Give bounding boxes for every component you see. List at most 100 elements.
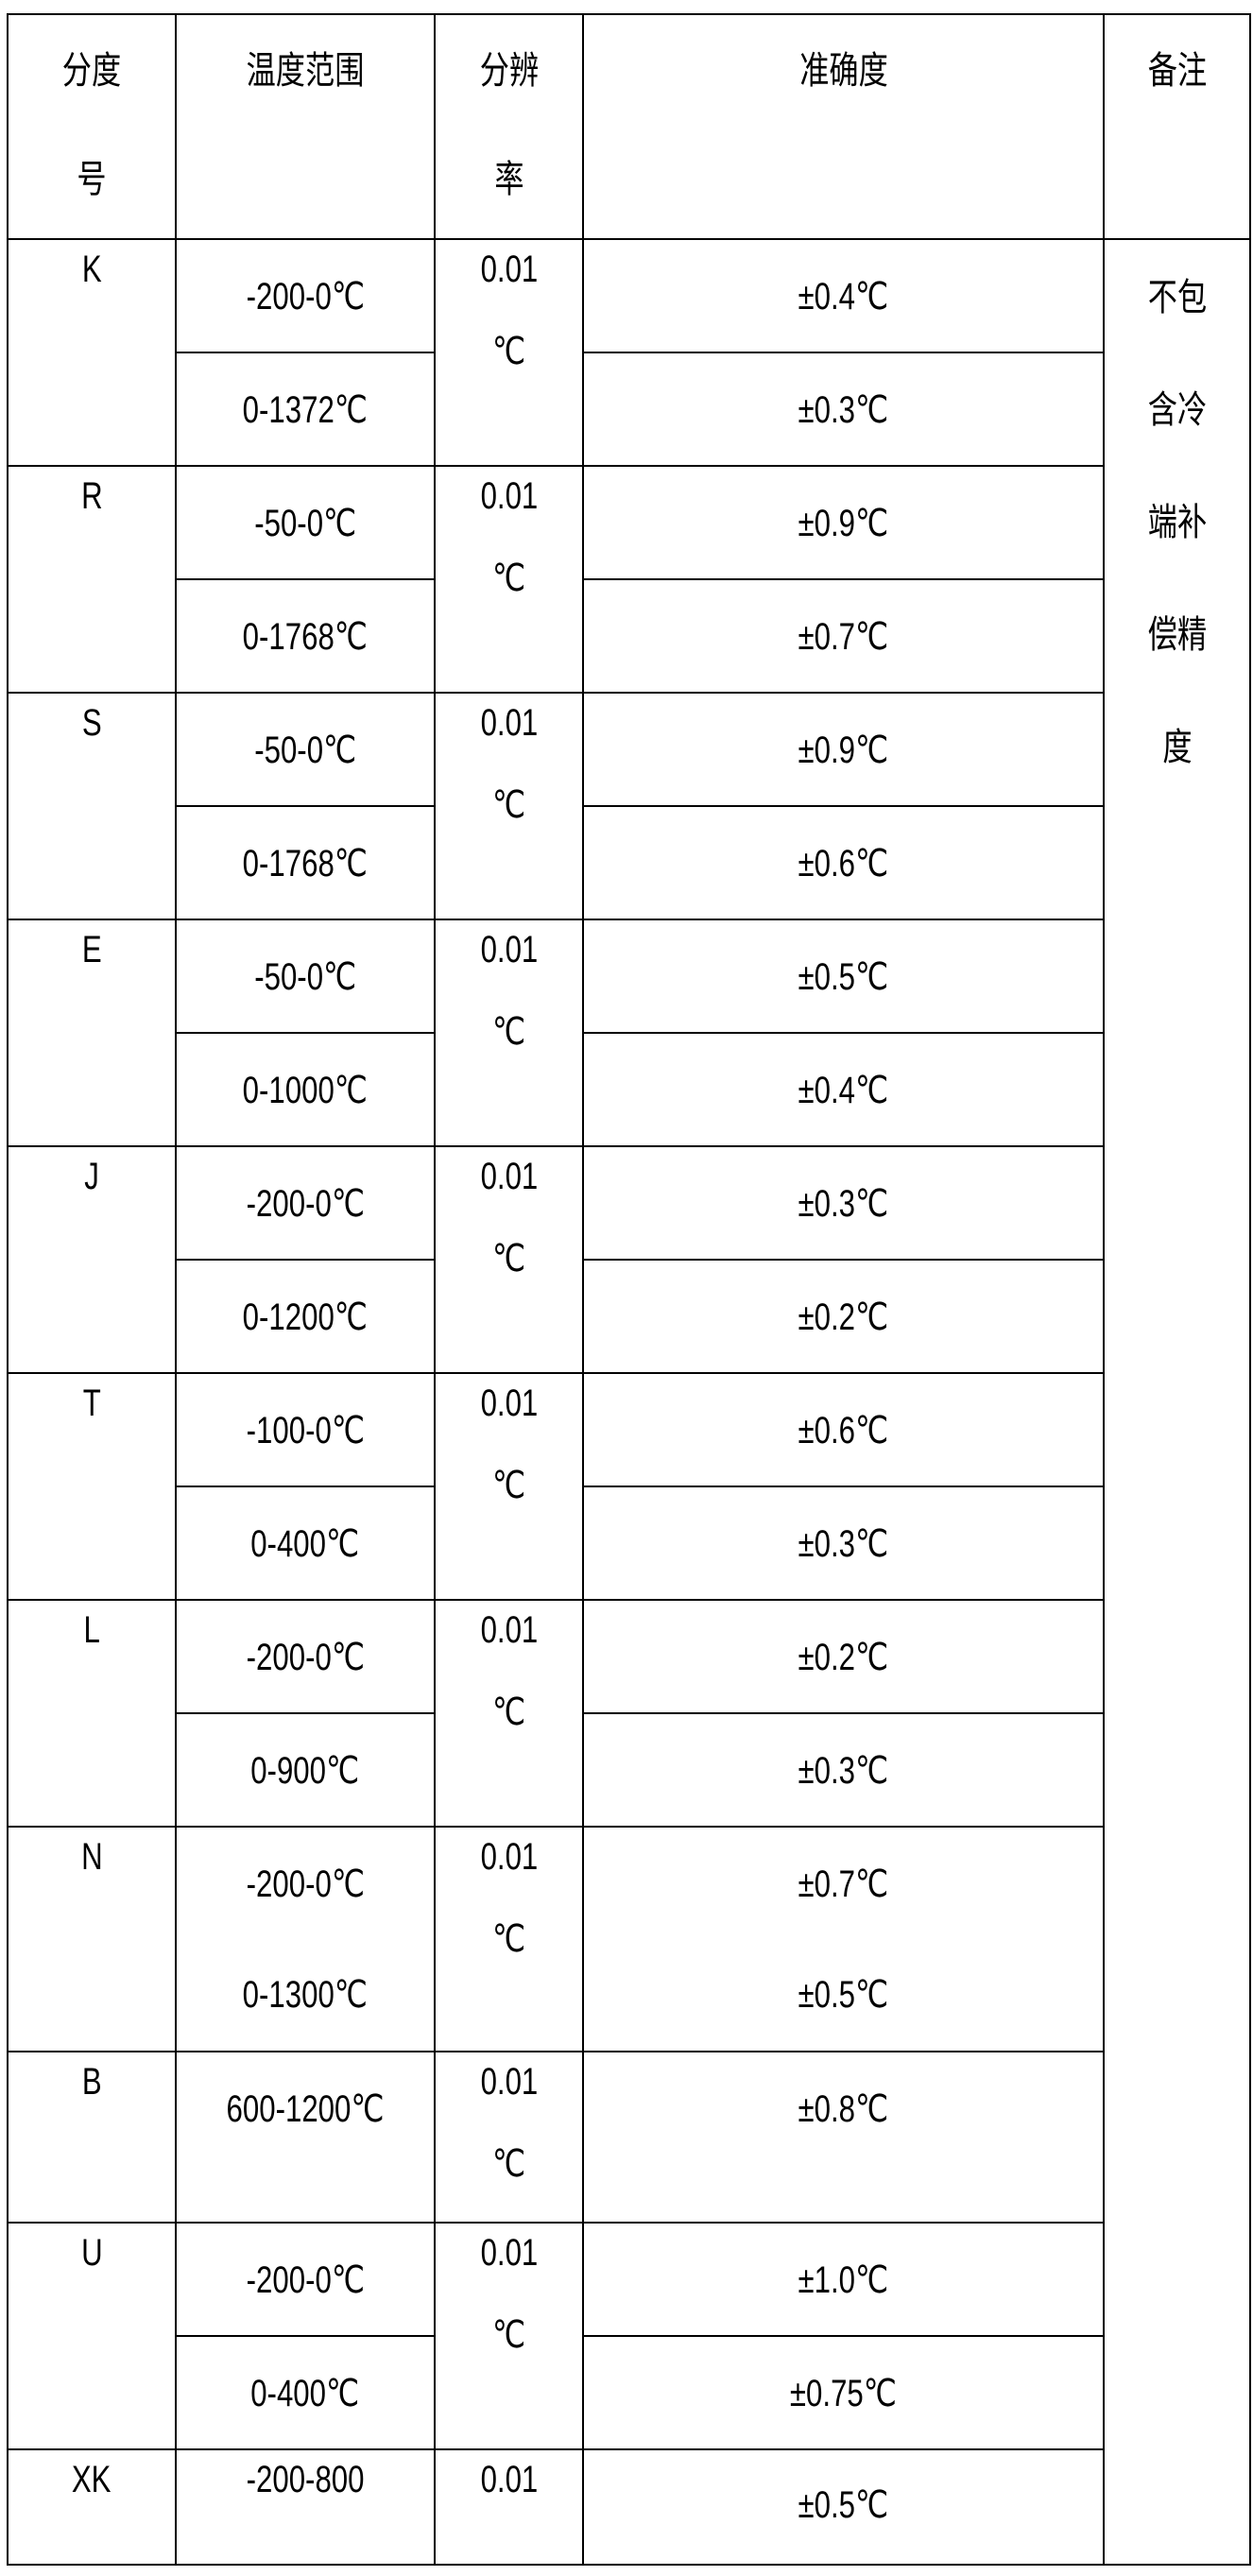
resolution-value-text: ℃ [491,784,526,826]
type-cell: XK [7,2448,177,2566]
accuracy-value: ±0.8℃ [584,2087,1103,2132]
accuracy-value: ±0.6℃ [584,841,1103,886]
range-cell: -50-0℃ [175,692,436,807]
temperature-range-text: -50-0℃ [254,730,356,771]
accuracy-value-text: ±0.3℃ [798,1750,889,1792]
resolution-value-text: 0.01 [480,2232,538,2274]
temperature-range: 0-1000℃ [177,1068,434,1113]
temperature-range: 0-1200℃ [177,1295,434,1340]
range-cell: -200-0℃ [175,238,436,353]
accuracy-value: ±0.3℃ [584,1748,1103,1794]
resolution-value-text: 0.01 [480,929,538,970]
resolution-value: ℃ [436,1463,582,1508]
accuracy-value-text: ±0.4℃ [798,276,889,318]
resolution-value: ℃ [436,556,582,601]
header-accuracy: 准确度 [582,13,1105,240]
thermocouple-type: T [9,1381,175,1426]
resolution-value-text: 0.01 [480,1836,538,1878]
remark-text-text: 度 [1161,727,1193,768]
range-cell: 0-400℃ [175,1485,436,1601]
resolution-value-text: 0.01 [480,1609,538,1651]
accuracy-value: ±0.4℃ [584,274,1103,319]
thermocouple-type-text: N [80,1836,103,1878]
temperature-range-text: 0-1200℃ [242,1297,369,1338]
thermocouple-type-text: XK [72,2459,112,2500]
header-range-label: 温度范围 [177,48,434,94]
header-accuracy-label: 准确度 [584,48,1103,94]
resolution-value-text: ℃ [491,1011,526,1053]
accuracy-value: ±0.2℃ [584,1635,1103,1680]
resolution-value: ℃ [436,1916,582,1962]
resolution-value: 0.01 [436,2230,582,2275]
accuracy-cell: ±0.5℃ [582,1938,1105,2052]
temperature-range: 0-1768℃ [177,614,434,660]
accuracy-value: ±0.3℃ [584,1521,1103,1567]
remark-text-text: 不包 [1147,277,1207,318]
accuracy-cell: ±0.4℃ [582,1032,1105,1147]
accuracy-value-text: ±0.5℃ [798,956,889,998]
accuracy-value-text: ±0.5℃ [798,2484,889,2526]
accuracy-value-text: ±0.9℃ [798,730,889,771]
range-cell: -100-0℃ [175,1372,436,1487]
thermocouple-type: XK [9,2457,175,2502]
accuracy-value-text: ±0.8℃ [798,2088,889,2130]
temperature-range-text: -50-0℃ [254,956,356,998]
accuracy-cell: ±0.6℃ [582,805,1105,920]
accuracy-value: ±0.6℃ [584,1408,1103,1453]
accuracy-value-text: ±0.6℃ [798,1410,889,1451]
temperature-range: -50-0℃ [177,728,434,773]
header-type-line1: 分度 [9,48,175,94]
resolution-value-text: 0.01 [480,2459,538,2500]
accuracy-value-text: ±0.7℃ [798,616,889,658]
temperature-range-text: 0-1372℃ [242,389,369,431]
type-cell: E [7,919,177,1147]
type-cell: K [7,238,177,467]
range-cell: 0-1768℃ [175,805,436,920]
type-cell: S [7,692,177,920]
header-type: 分度号 [7,13,177,240]
temperature-range: 0-400℃ [177,1521,434,1567]
type-cell: J [7,1145,177,1374]
resolution-value-text: 0.01 [480,702,538,744]
resolution-value-text: 0.01 [480,475,538,517]
accuracy-value-text: ±0.6℃ [798,843,889,884]
temperature-range: -100-0℃ [177,1408,434,1453]
temperature-range-text: 600-1200℃ [226,2088,385,2130]
accuracy-value-text: ±0.4℃ [798,1070,889,1111]
range-cell: -200-0℃ [175,2222,436,2337]
thermocouple-type: U [9,2230,175,2275]
temperature-range-text: -200-0℃ [246,2259,365,2301]
accuracy-cell: ±0.2℃ [582,1599,1105,1714]
type-cell: L [7,1599,177,1828]
resolution-cell: 0.01 ℃ [434,465,584,694]
range-cell: -200-800 [175,2448,436,2566]
accuracy-value: ±0.3℃ [584,387,1103,433]
resolution-value-text: 0.01 [480,1156,538,1197]
resolution-cell: 0.01 ℃ [434,2051,584,2224]
range-cell: -50-0℃ [175,465,436,580]
accuracy-value: ±1.0℃ [584,2258,1103,2303]
accuracy-cell: ±0.8℃ [582,2051,1105,2224]
temperature-range: -200-0℃ [177,274,434,319]
temperature-range-text: 0-900℃ [250,1750,360,1792]
range-cell: 0-1372℃ [175,352,436,467]
header-range: 温度范围 [175,13,436,240]
accuracy-value-text: ±0.3℃ [798,1523,889,1565]
resolution-value: 0.01 [436,473,582,519]
accuracy-cell: ±1.0℃ [582,2222,1105,2337]
thermocouple-type: E [9,927,175,972]
accuracy-cell: ±0.6℃ [582,1372,1105,1487]
range-cell: 0-1000℃ [175,1032,436,1147]
range-cell: 0-400℃ [175,2335,436,2450]
range-cell: 0-900℃ [175,1712,436,1828]
header-type-line1-text: 分度 [61,50,122,92]
resolution-value: 0.01 [436,2457,582,2502]
accuracy-cell: ±0.4℃ [582,238,1105,353]
accuracy-value-text: ±0.75℃ [790,2373,897,2414]
temperature-range: -200-0℃ [177,2258,434,2303]
resolution-cell: 0.01 ℃ [434,1145,584,1374]
resolution-value: 0.01 [436,700,582,746]
resolution-value-text: ℃ [491,1238,526,1279]
accuracy-cell: ±0.5℃ [582,919,1105,1034]
resolution-cell: 0.01 ℃ [434,1599,584,1828]
